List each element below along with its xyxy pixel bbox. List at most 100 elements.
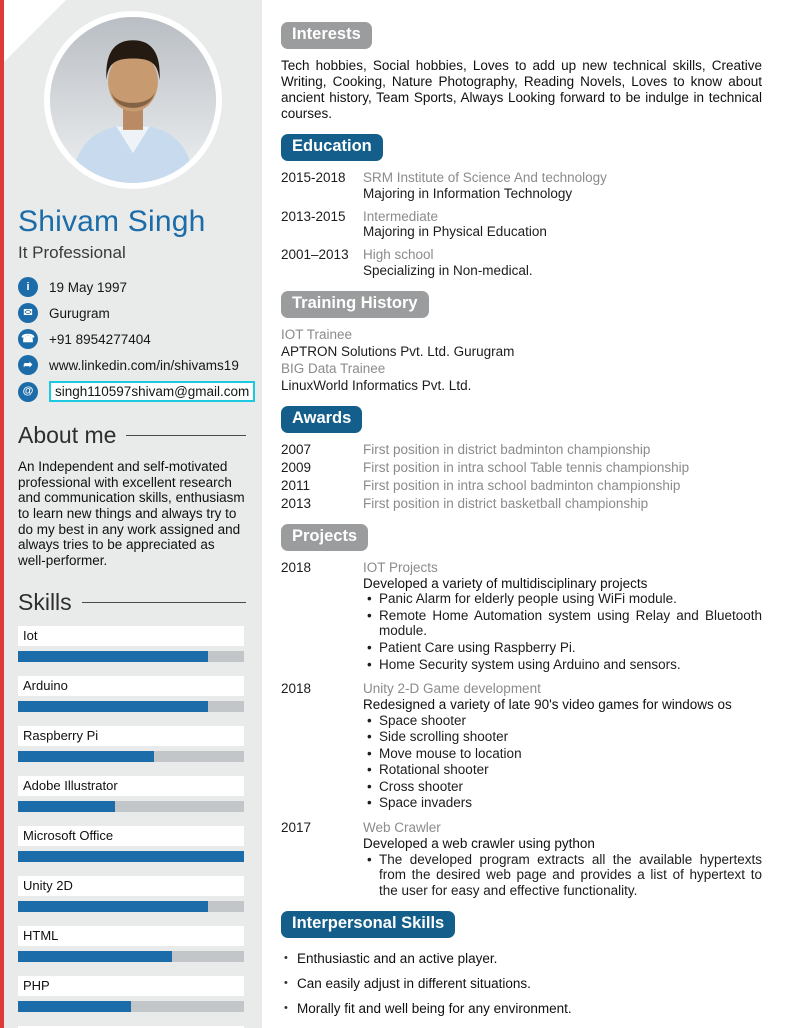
skill-bar — [18, 800, 244, 812]
mail-icon: ✉ — [18, 303, 38, 323]
awards-heading: Awards — [281, 405, 363, 433]
skill-bar — [18, 650, 244, 662]
education-entry: 2013-2015 Intermediate Majoring in Physi… — [281, 209, 762, 241]
email-address[interactable]: singh110597shivam@gmail.com — [49, 381, 256, 402]
interests-text: Tech hobbies, Social hobbies, Loves to a… — [281, 58, 762, 121]
project-bullet: Patient Care using Raspberry Pi. — [363, 640, 762, 656]
award-entry: 2009 First position in intra school Tabl… — [281, 460, 762, 476]
interests-heading: Interests — [281, 22, 372, 49]
contact-text: Gurugram — [49, 305, 110, 321]
contact-email[interactable]: @ singh110597shivam@gmail.com — [18, 381, 262, 402]
skill-bar — [18, 900, 244, 912]
skill-label: HTML — [18, 925, 244, 946]
section-interpersonal: Interpersonal Skills Enthusiastic and an… — [281, 911, 762, 1028]
skill-item: Adobe Illustrator — [18, 775, 246, 812]
award-entry: 2013 First position in district basketba… — [281, 496, 762, 512]
education-detail: Specializing in Non-medical. — [363, 263, 533, 279]
at-icon: @ — [18, 381, 38, 402]
interpersonal-item: Morally fit and well being for any envir… — [281, 1001, 762, 1016]
section-education: Education 2015-2018 SRM Institute of Sci… — [281, 133, 762, 280]
main-content: Interests Tech hobbies, Social hobbies, … — [281, 0, 778, 1028]
skill-bar — [18, 750, 244, 762]
skill-item: HTML — [18, 925, 246, 962]
skill-bar — [18, 700, 244, 712]
skill-label: PHP — [18, 975, 244, 996]
award-year: 2007 — [281, 441, 312, 457]
skill-label: Arduino — [18, 675, 244, 696]
project-bullet: Rotational shooter — [363, 762, 762, 778]
education-school: Intermediate — [363, 208, 439, 224]
skills-heading: Skills — [18, 589, 246, 616]
skill-item: Raspberry Pi — [18, 725, 246, 762]
project-year: 2018 — [281, 559, 312, 575]
skill-item: Arduino — [18, 675, 246, 712]
section-projects: Projects 2018 IOT Projects Developed a v… — [281, 523, 762, 900]
skill-item: Unity 2D — [18, 875, 246, 912]
skill-label: Raspberry Pi — [18, 725, 244, 746]
project-bullet: Space invaders — [363, 795, 762, 811]
avatar — [50, 17, 216, 183]
award-year: 2009 — [281, 459, 312, 475]
education-entry: 2015-2018 SRM Institute of Science And t… — [281, 170, 762, 202]
project-year: 2017 — [281, 819, 312, 835]
phone-icon: ☎ — [18, 329, 38, 349]
left-accent-strip — [0, 0, 4, 1028]
contact-text: 19 May 1997 — [49, 279, 128, 295]
skill-bar-fill — [18, 900, 208, 912]
award-year: 2013 — [281, 495, 312, 511]
skills-list: Iot Arduino Raspberry Pi Adobe Illustrat… — [18, 625, 246, 1028]
project-desc: Developed a web crawler using python — [363, 835, 595, 851]
contact-phone: ☎ +91 8954277404 — [18, 329, 262, 349]
skill-bar-fill — [18, 800, 116, 812]
skill-bar-fill — [18, 850, 244, 862]
person-name: Shivam Singh — [18, 205, 206, 238]
project-title: Web Crawler — [363, 819, 441, 835]
award-text: First position in intra school badminton… — [363, 477, 681, 493]
education-years: 2013-2015 — [281, 208, 346, 224]
skill-label: Adobe Illustrator — [18, 775, 244, 796]
skill-label: Unity 2D — [18, 875, 244, 896]
info-icon: i — [18, 277, 38, 297]
award-text: First position in intra school Table ten… — [363, 459, 690, 475]
skill-label: Iot — [18, 625, 244, 646]
contact-text: +91 8954277404 — [49, 331, 151, 347]
skill-bar-fill — [18, 750, 154, 762]
skill-item: Microsoft Office — [18, 825, 246, 862]
skill-bar — [18, 850, 244, 862]
job-title: It Professional — [18, 243, 126, 262]
training-org: LinuxWorld Informatics Pvt. Ltd. — [281, 377, 472, 393]
projects-heading: Projects — [281, 523, 369, 551]
contact-location: ✉ Gurugram — [18, 303, 262, 323]
project-bullet: Space shooter — [363, 713, 762, 729]
project-bullet: The developed program extracts all the a… — [363, 852, 762, 899]
project-bullet: Home Security system using Arduino and s… — [363, 657, 762, 673]
project-title: Unity 2-D Game development — [363, 681, 541, 697]
section-interests: Interests Tech hobbies, Social hobbies, … — [281, 22, 762, 122]
project-desc: Developed a variety of multidisciplinary… — [363, 575, 648, 591]
education-detail: Majoring in Physical Education — [363, 224, 547, 240]
project-year: 2018 — [281, 681, 312, 697]
contact-linkedin[interactable]: ➦ www.linkedin.com/in/shivams19 — [18, 355, 262, 375]
project-bullet: Remote Home Automation system using Rela… — [363, 608, 762, 639]
contact-birthdate: i 19 May 1997 — [18, 277, 262, 297]
linkedin-url[interactable]: www.linkedin.com/in/shivams19 — [49, 357, 239, 373]
skill-item: Iot — [18, 625, 246, 662]
education-years: 2015-2018 — [281, 169, 346, 185]
about-heading: About me — [18, 422, 246, 449]
training-role: BIG Data Trainee — [281, 361, 386, 377]
skill-bar — [18, 1000, 244, 1012]
interpersonal-list: Enthusiastic and an active player. Can e… — [281, 951, 762, 1028]
skill-bar-fill — [18, 1000, 131, 1012]
project-bullet: Cross shooter — [363, 779, 762, 795]
award-year: 2011 — [281, 477, 311, 493]
interpersonal-heading: Interpersonal Skills — [281, 911, 456, 939]
skill-bar — [18, 950, 244, 962]
project-entry: 2017 Web Crawler Developed a web crawler… — [281, 820, 762, 899]
education-school: High school — [363, 247, 434, 263]
profile-photo — [44, 11, 222, 189]
training-heading: Training History — [281, 291, 429, 319]
project-bullet: Side scrolling shooter — [363, 729, 762, 745]
skill-bar-fill — [18, 950, 172, 962]
education-school: SRM Institute of Science And technology — [363, 169, 607, 185]
education-entry: 2001–2013 High school Specializing in No… — [281, 247, 762, 279]
